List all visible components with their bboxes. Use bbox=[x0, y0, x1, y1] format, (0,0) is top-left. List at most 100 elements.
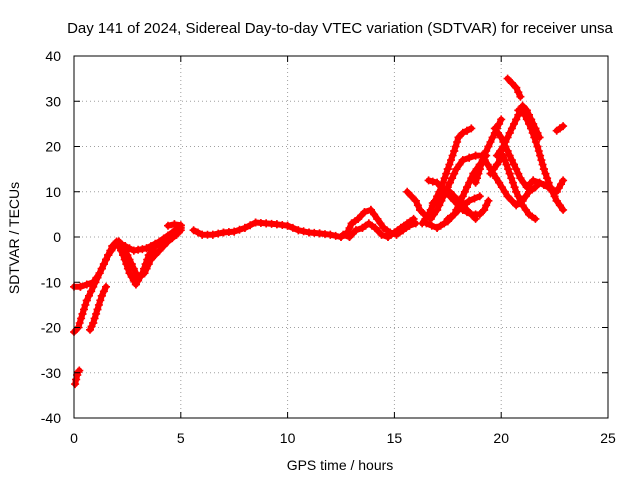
data-point-marker bbox=[518, 101, 527, 110]
data-point-marker bbox=[499, 151, 508, 160]
data-point-marker bbox=[467, 210, 476, 219]
data-point-marker bbox=[91, 278, 100, 287]
data-point-marker bbox=[521, 192, 530, 201]
data-point-marker bbox=[514, 192, 523, 201]
data-point-marker bbox=[120, 255, 129, 264]
data-point-marker bbox=[360, 208, 369, 217]
data-point-marker bbox=[151, 239, 160, 248]
data-point-marker bbox=[326, 230, 335, 239]
series-trace-4 bbox=[71, 366, 84, 389]
y-tick-label: 40 bbox=[45, 48, 61, 64]
y-tick-label: 0 bbox=[53, 229, 61, 245]
data-point-marker bbox=[559, 122, 568, 131]
data-point-marker bbox=[470, 194, 479, 203]
data-point-marker bbox=[89, 282, 98, 291]
series-trace-23 bbox=[486, 151, 540, 223]
data-point-marker bbox=[454, 133, 463, 142]
data-point-marker bbox=[443, 217, 452, 226]
data-point-marker bbox=[559, 176, 568, 185]
data-point-marker bbox=[507, 124, 516, 133]
data-point-marker bbox=[164, 221, 172, 230]
data-point-marker bbox=[499, 138, 508, 146]
data-point-marker bbox=[230, 227, 239, 236]
data-point-marker bbox=[246, 221, 255, 230]
data-point-marker bbox=[486, 169, 495, 178]
data-point-marker bbox=[99, 287, 108, 296]
data-point-marker bbox=[450, 209, 459, 218]
data-point-marker bbox=[87, 287, 96, 296]
data-point-marker bbox=[531, 183, 540, 192]
data-point-marker bbox=[429, 210, 438, 219]
data-point-marker bbox=[510, 119, 518, 128]
data-point-marker bbox=[478, 151, 486, 160]
data-point-marker bbox=[85, 291, 93, 300]
data-point-marker bbox=[497, 183, 506, 192]
data-point-marker bbox=[155, 237, 164, 246]
data-point-marker bbox=[441, 190, 450, 198]
data-point-marker bbox=[507, 156, 516, 165]
data-point-marker bbox=[445, 178, 454, 187]
data-point-marker bbox=[97, 264, 106, 273]
data-point-marker bbox=[102, 255, 110, 264]
x-tick-label: 0 bbox=[70, 430, 78, 446]
data-point-marker bbox=[407, 192, 416, 201]
data-point-marker bbox=[445, 187, 454, 196]
data-point-marker bbox=[490, 124, 499, 133]
data-point-marker bbox=[433, 195, 442, 204]
data-point-marker bbox=[480, 205, 489, 214]
data-point-marker bbox=[82, 296, 91, 305]
data-point-marker bbox=[525, 119, 533, 128]
data-point-marker bbox=[494, 128, 502, 137]
data-point-marker bbox=[529, 176, 538, 185]
data-point-marker bbox=[77, 314, 86, 323]
data-point-marker bbox=[458, 128, 467, 137]
y-tick-label: -10 bbox=[41, 274, 61, 290]
data-point-marker bbox=[240, 223, 249, 232]
data-point-marker bbox=[516, 92, 525, 101]
data-point-marker bbox=[538, 160, 547, 169]
series-trace-26 bbox=[422, 192, 484, 232]
data-point-marker bbox=[503, 192, 512, 201]
data-point-marker bbox=[465, 196, 474, 205]
data-point-marker bbox=[502, 160, 511, 169]
data-point-marker bbox=[533, 142, 542, 151]
data-point-marker bbox=[450, 147, 459, 155]
data-point-marker bbox=[428, 177, 437, 186]
data-point-marker bbox=[189, 226, 198, 235]
data-point-marker bbox=[492, 160, 501, 169]
data-point-marker bbox=[428, 199, 437, 208]
x-tick-label: 25 bbox=[600, 430, 616, 446]
data-point-marker bbox=[505, 128, 514, 137]
data-point-marker bbox=[455, 160, 464, 169]
data-point-marker bbox=[168, 228, 177, 237]
data-point-marker bbox=[463, 183, 471, 192]
data-point-marker bbox=[102, 282, 110, 291]
data-point-marker bbox=[450, 192, 459, 201]
data-point-marker bbox=[539, 165, 548, 174]
data-point-marker bbox=[122, 260, 131, 269]
data-point-marker bbox=[125, 244, 134, 253]
data-point-marker bbox=[208, 230, 217, 239]
data-point-marker bbox=[471, 214, 480, 223]
data-point-marker bbox=[516, 196, 525, 205]
data-point-marker bbox=[117, 246, 125, 255]
data-point-marker bbox=[283, 221, 292, 230]
data-point-marker bbox=[482, 201, 491, 210]
data-point-marker bbox=[78, 309, 87, 318]
data-point-marker bbox=[96, 296, 105, 305]
data-point-marker bbox=[504, 165, 513, 174]
data-point-marker bbox=[416, 205, 424, 214]
data-point-marker bbox=[531, 214, 540, 223]
x-axis-title: GPS time / hours bbox=[287, 457, 394, 473]
data-point-marker bbox=[75, 319, 84, 327]
data-point-marker bbox=[422, 219, 431, 228]
data-point-marker bbox=[495, 178, 504, 187]
data-point-marker bbox=[119, 251, 128, 260]
series-trace-7 bbox=[117, 221, 185, 255]
data-point-marker bbox=[555, 201, 564, 210]
data-point-marker bbox=[89, 319, 98, 327]
data-point-marker bbox=[475, 210, 484, 219]
data-point-marker bbox=[123, 264, 132, 273]
data-point-marker bbox=[437, 183, 446, 192]
data-point-marker bbox=[483, 160, 492, 169]
